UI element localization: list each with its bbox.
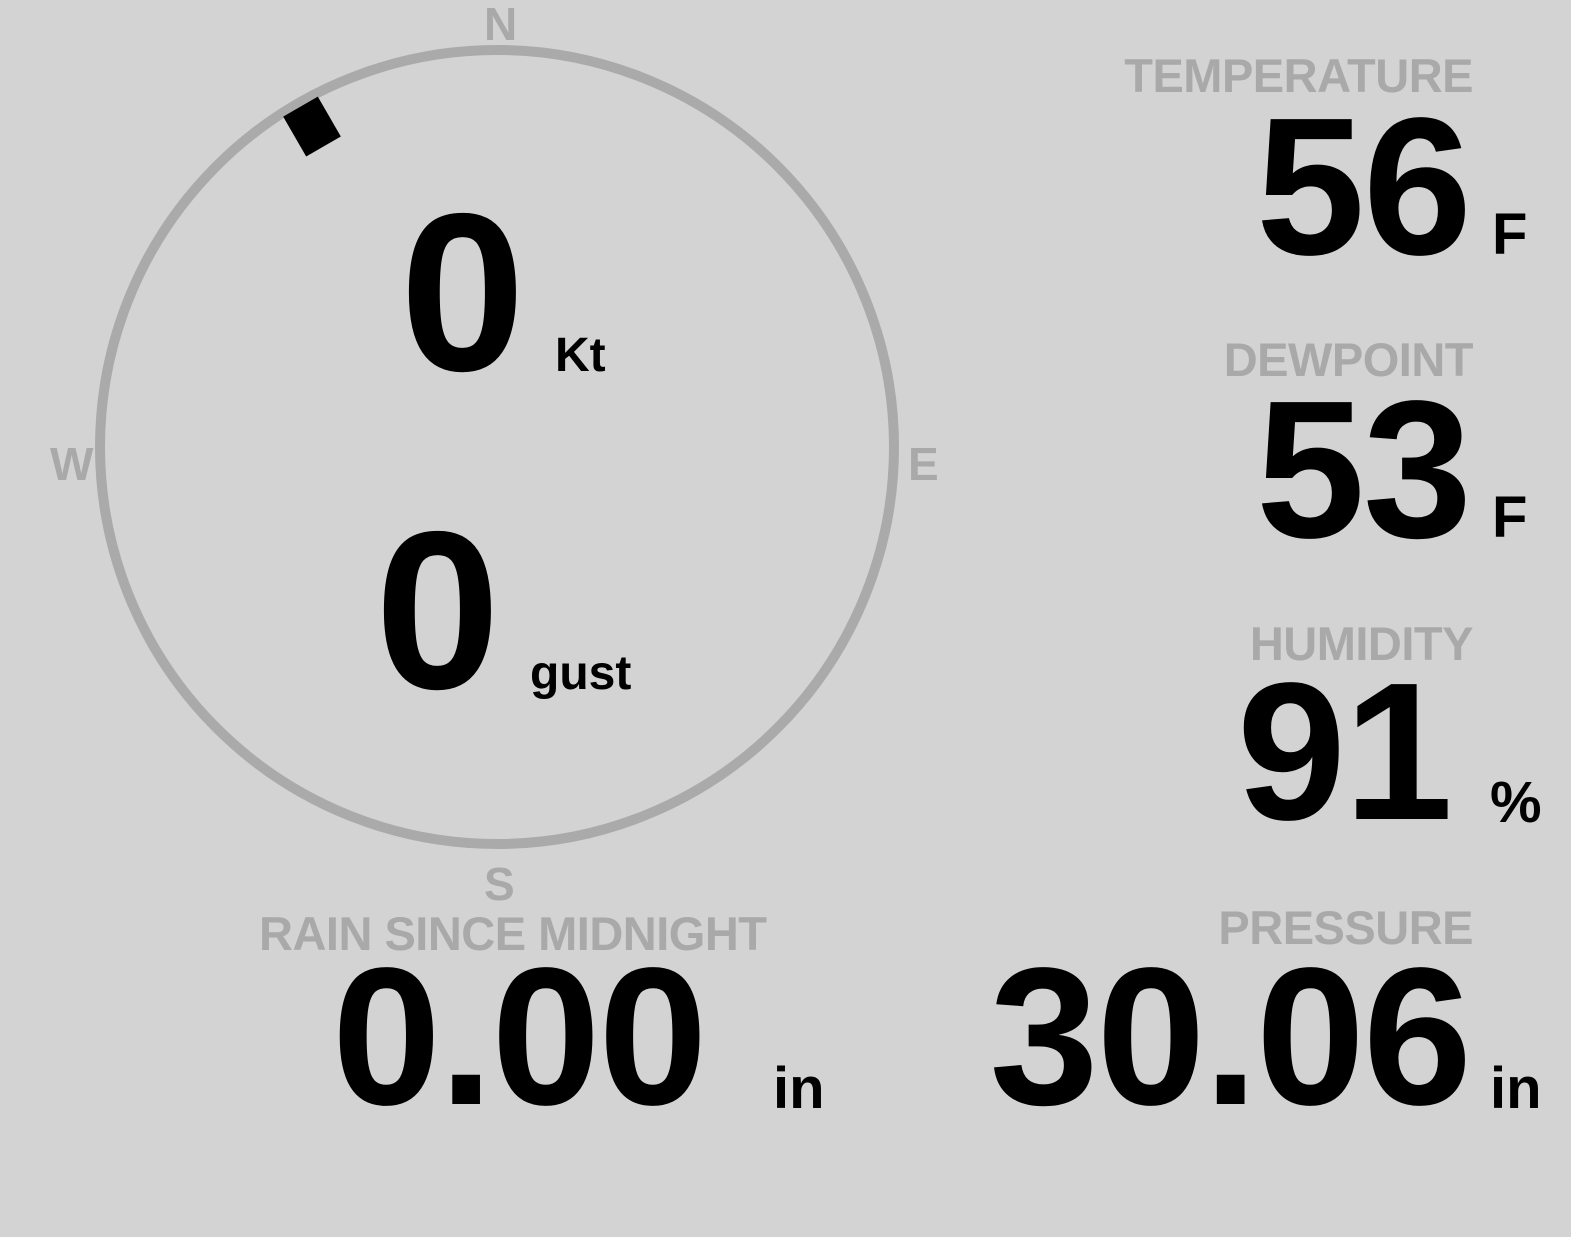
compass-north: N xyxy=(484,0,518,50)
dewpoint-value: 53 xyxy=(1255,360,1472,579)
rain-unit: in xyxy=(773,1056,825,1121)
rain-value: 0.00 xyxy=(332,927,707,1146)
compass-ring xyxy=(95,45,899,849)
humidity-value: 91 xyxy=(1236,642,1453,861)
wind-speed-unit: Kt xyxy=(555,329,606,382)
pressure-label: PRESSURE xyxy=(1218,901,1473,954)
compass-east: E xyxy=(908,438,939,490)
temperature-value: 56 xyxy=(1255,77,1472,296)
compass-south: S xyxy=(484,858,515,910)
humidity-label: HUMIDITY xyxy=(1249,617,1474,670)
temperature-unit: F xyxy=(1492,202,1528,267)
dewpoint-label: DEWPOINT xyxy=(1223,333,1474,386)
pressure-unit: in xyxy=(1490,1056,1542,1121)
dewpoint-unit: F xyxy=(1492,485,1528,550)
wind-gust-value: 0 xyxy=(375,484,501,736)
compass-west: W xyxy=(50,438,94,490)
wind-speed-value: 0 xyxy=(400,166,526,418)
wind-direction-marker xyxy=(283,96,341,157)
temperature-label: TEMPERATURE xyxy=(1124,49,1473,102)
rain-label: RAIN SINCE MIDNIGHT xyxy=(259,907,767,960)
pressure-value: 30.06 xyxy=(989,927,1472,1146)
humidity-unit: % xyxy=(1490,770,1542,835)
wind-gust-unit: gust xyxy=(530,647,632,700)
